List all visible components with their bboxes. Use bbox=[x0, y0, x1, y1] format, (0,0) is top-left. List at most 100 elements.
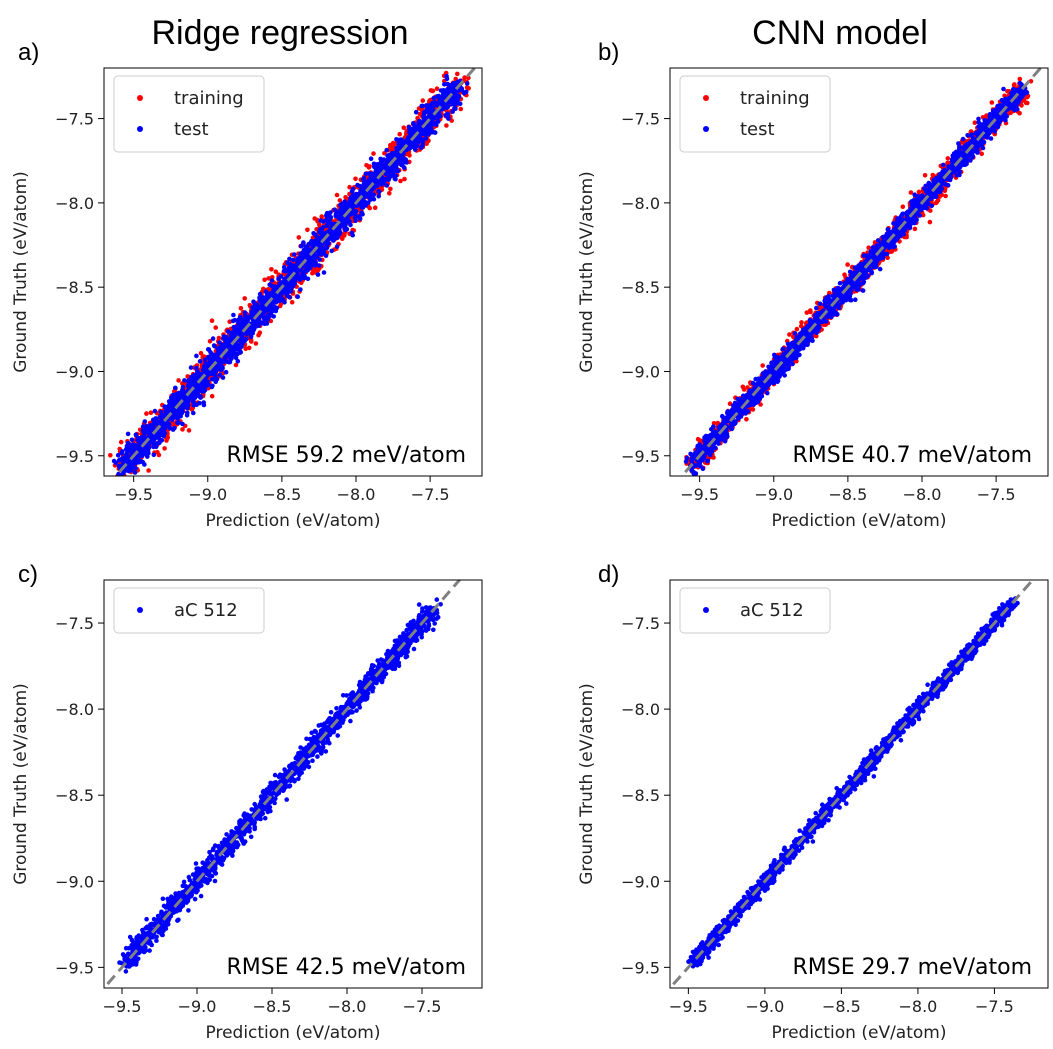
data-point bbox=[276, 276, 281, 282]
y-tick-label: −8.0 bbox=[55, 194, 94, 213]
panel-1: a)−9.5 −9.0 −8.5 −8.0 −7.5−9.5−9.0−8.5−8.0−7… bbox=[11, 39, 483, 531]
data-point bbox=[198, 395, 203, 400]
data-point bbox=[249, 310, 254, 315]
data-point bbox=[242, 310, 248, 315]
data-point bbox=[298, 251, 304, 257]
data-point bbox=[162, 404, 167, 409]
data-point bbox=[210, 383, 215, 389]
data-point bbox=[317, 229, 322, 235]
data-point bbox=[251, 299, 256, 305]
data-point bbox=[305, 253, 311, 259]
data-point bbox=[368, 156, 374, 161]
data-point bbox=[213, 379, 218, 385]
data-point bbox=[317, 257, 323, 262]
data-point bbox=[451, 84, 457, 89]
data-point bbox=[201, 400, 206, 405]
data-point bbox=[313, 232, 318, 238]
data-point bbox=[384, 147, 390, 153]
data-point bbox=[226, 343, 232, 348]
data-point bbox=[436, 95, 442, 101]
data-point bbox=[376, 193, 382, 199]
data-point bbox=[248, 334, 254, 340]
data-point bbox=[409, 130, 415, 135]
data-point bbox=[400, 163, 405, 168]
data-point bbox=[278, 303, 283, 309]
data-point bbox=[281, 264, 287, 270]
data-point bbox=[271, 314, 277, 319]
data-point bbox=[301, 247, 307, 253]
data-point bbox=[270, 307, 275, 313]
data-point bbox=[243, 336, 249, 342]
y-tick-label: −9.0 bbox=[55, 362, 94, 381]
column-title-ridge: Ridge regression bbox=[151, 14, 408, 52]
data-point bbox=[378, 162, 384, 168]
panels-group: a)−9.5 −9.0 −8.5 −8.0 −7.5−9.5−9.0−8.5−8.0−7… bbox=[11, 39, 1049, 1043]
data-point bbox=[430, 88, 435, 94]
y-axis-label: Ground Truth (eV/atom) bbox=[11, 171, 31, 373]
data-point bbox=[206, 354, 211, 360]
data-point bbox=[221, 359, 227, 365]
data-point bbox=[421, 111, 427, 117]
data-point bbox=[180, 427, 185, 432]
data-point bbox=[170, 416, 175, 422]
data-point bbox=[379, 159, 385, 164]
data-point bbox=[118, 439, 124, 445]
data-point bbox=[139, 453, 144, 459]
data-point bbox=[115, 453, 121, 458]
data-point bbox=[170, 392, 176, 398]
data-point bbox=[449, 118, 455, 123]
data-point bbox=[216, 335, 222, 341]
data-point bbox=[203, 360, 208, 366]
data-point bbox=[282, 279, 288, 285]
data-point bbox=[209, 376, 215, 382]
rmse-annotation: RMSE 59.2 meV/atom bbox=[226, 443, 466, 468]
data-point bbox=[246, 345, 252, 351]
data-point bbox=[145, 430, 151, 436]
data-point bbox=[123, 446, 129, 452]
data-point bbox=[436, 119, 441, 124]
data-point bbox=[156, 435, 161, 440]
legend-marker bbox=[137, 95, 143, 101]
data-point bbox=[263, 308, 269, 313]
data-point bbox=[388, 186, 393, 192]
data-point bbox=[297, 275, 303, 281]
data-point bbox=[262, 277, 267, 283]
data-point bbox=[443, 113, 448, 118]
data-point bbox=[908, 190, 914, 195]
data-point bbox=[255, 304, 260, 309]
data-point bbox=[367, 164, 372, 169]
data-point bbox=[353, 191, 359, 197]
data-point bbox=[189, 407, 195, 412]
x-tick-label: −9.5 bbox=[114, 485, 153, 504]
data-point bbox=[211, 343, 217, 348]
data-point bbox=[228, 332, 234, 338]
axes-frame bbox=[103, 67, 483, 477]
data-point bbox=[244, 331, 249, 337]
data-point bbox=[363, 203, 369, 208]
data-point bbox=[338, 203, 343, 208]
data-point bbox=[125, 440, 131, 446]
data-point bbox=[466, 75, 471, 81]
data-point bbox=[320, 219, 326, 224]
data-point bbox=[209, 393, 215, 399]
data-point bbox=[388, 152, 393, 158]
data-point bbox=[381, 180, 386, 185]
data-point bbox=[260, 307, 265, 313]
data-point bbox=[305, 227, 310, 233]
panel-2: b)−9.5 −9.0 −8.5 −8.0 −7.5−9.5−9.0−8.5−8.0−7… bbox=[577, 39, 1049, 531]
data-point bbox=[972, 120, 978, 125]
data-point bbox=[438, 88, 444, 93]
data-point bbox=[137, 442, 143, 448]
data-point bbox=[114, 478, 119, 483]
data-point bbox=[459, 87, 465, 93]
data-point bbox=[266, 276, 271, 281]
data-point bbox=[338, 207, 344, 212]
data-point bbox=[236, 320, 241, 326]
data-point bbox=[186, 398, 191, 404]
data-point bbox=[230, 348, 235, 354]
data-point bbox=[167, 426, 173, 431]
data-point bbox=[420, 98, 426, 103]
legend-marker bbox=[137, 126, 143, 132]
data-point bbox=[162, 446, 167, 451]
data-point bbox=[309, 242, 315, 247]
